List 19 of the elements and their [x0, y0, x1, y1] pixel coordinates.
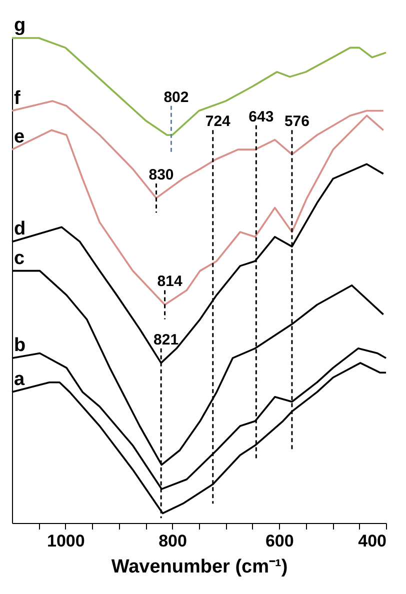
series-label: b: [14, 335, 26, 356]
series-label: a: [14, 369, 25, 390]
annotation: 643: [248, 108, 274, 126]
annotation: 802: [164, 88, 189, 106]
x-tick-label: 600: [265, 532, 294, 550]
annotation: 821: [154, 331, 179, 348]
annotation: 576: [284, 113, 310, 130]
series-label: c: [14, 248, 25, 269]
series-label: e: [14, 126, 25, 148]
series-label: f: [14, 88, 21, 109]
annotation: 814: [157, 273, 183, 290]
x-tick-label: 1000: [47, 532, 85, 550]
x-tick-label: 400: [358, 532, 386, 550]
series-label: g: [14, 15, 26, 36]
x-tick-label: 800: [158, 532, 187, 550]
annotation: 830: [148, 166, 174, 184]
x-axis-title: Wavenumber (cm⁻¹): [111, 556, 288, 578]
series-label: d: [14, 218, 26, 240]
annotation: 724: [205, 113, 232, 130]
